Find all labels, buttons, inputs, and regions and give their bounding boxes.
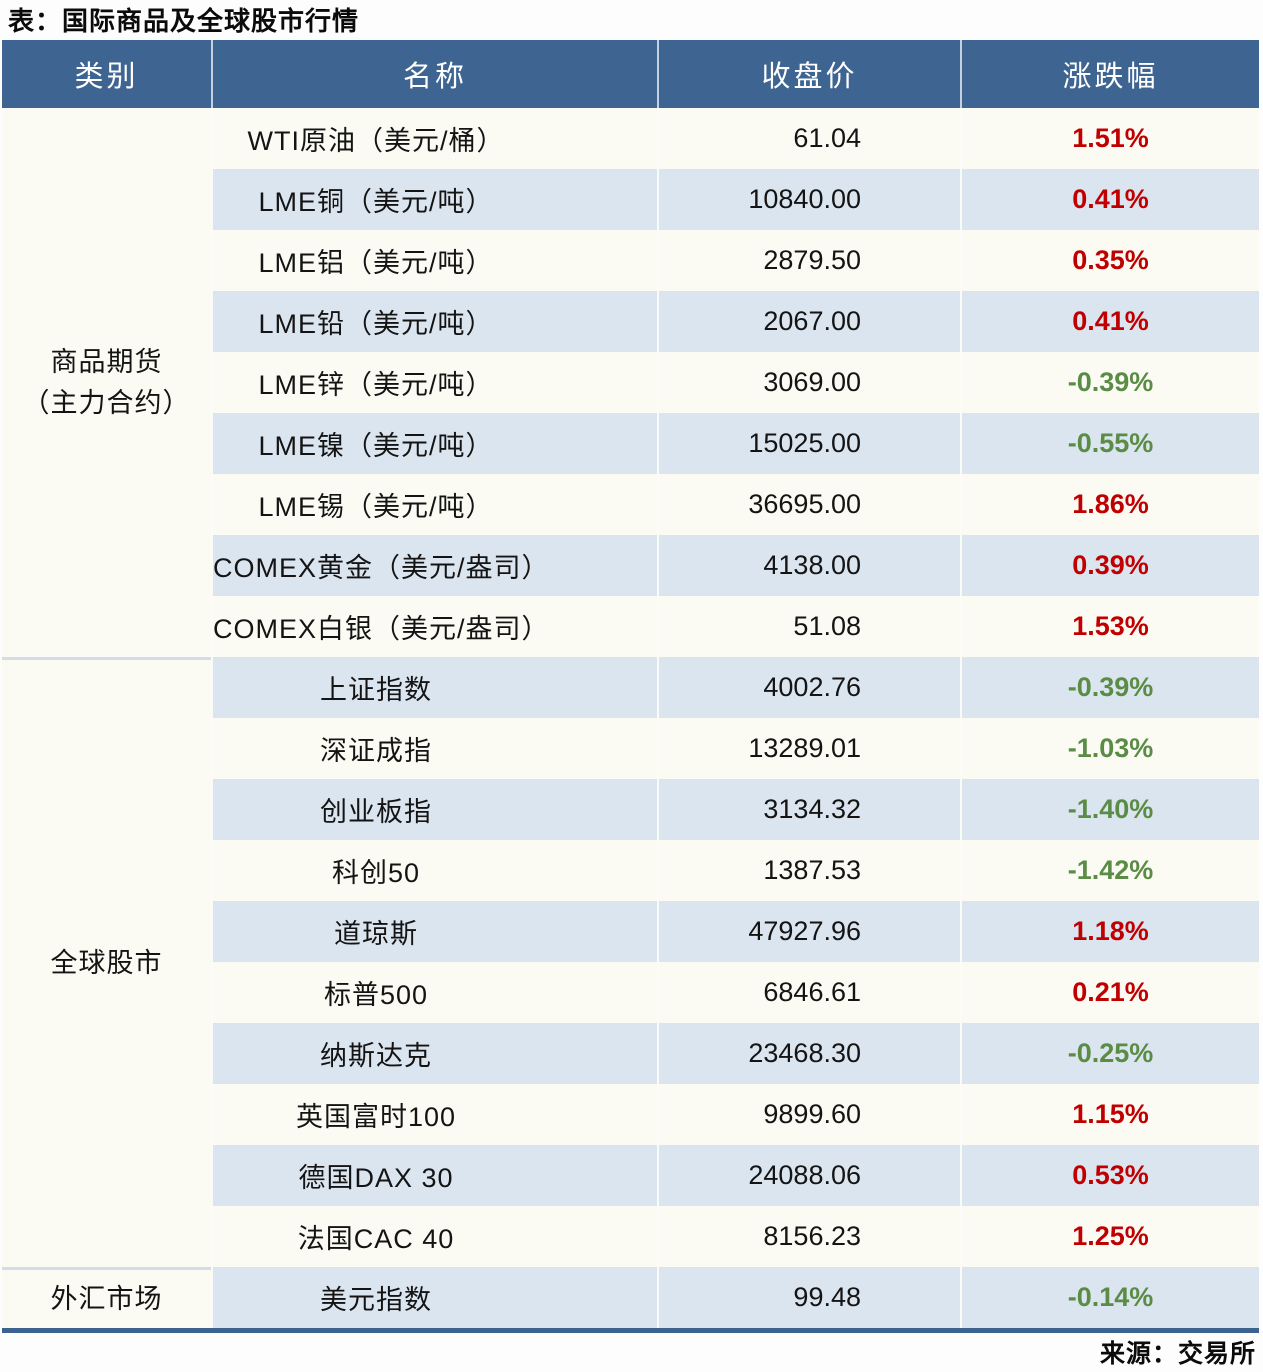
change-percent: 0.35% xyxy=(960,230,1259,291)
table-row: 美元指数 99.48 -0.14% xyxy=(211,1267,1259,1328)
close-price: 10840.00 xyxy=(657,169,960,230)
change-percent: 1.25% xyxy=(960,1206,1259,1267)
table-row: 科创50 1387.53 -1.42% xyxy=(211,840,1259,901)
table-row: 英国富时100 9899.60 1.15% xyxy=(211,1084,1259,1145)
instrument-name: 英国富时100 xyxy=(211,1084,657,1145)
close-price: 36695.00 xyxy=(657,474,960,535)
change-percent: -1.03% xyxy=(960,718,1259,779)
category-label-line: 外汇市场 xyxy=(50,1283,163,1314)
change-percent: -0.55% xyxy=(960,413,1259,474)
source-note: 来源：交易所 xyxy=(1099,1340,1256,1368)
instrument-name: LME锡（美元/吨） xyxy=(211,474,657,535)
change-percent: 0.21% xyxy=(960,962,1259,1023)
change-percent: -0.39% xyxy=(960,657,1259,718)
category-cell: 外汇市场 xyxy=(2,1267,211,1328)
instrument-name: COMEX黄金（美元/盎司） xyxy=(211,535,657,596)
instrument-name: 美元指数 xyxy=(211,1267,657,1328)
table-row: 德国DAX 30 24088.06 0.53% xyxy=(211,1145,1259,1206)
close-price: 61.04 xyxy=(657,108,960,169)
close-price: 4002.76 xyxy=(657,657,960,718)
instrument-name: LME铜（美元/吨） xyxy=(211,169,657,230)
category-label-line: 全球股市 xyxy=(50,948,163,979)
close-price: 2879.50 xyxy=(657,230,960,291)
close-price: 8156.23 xyxy=(657,1206,960,1267)
close-price: 13289.01 xyxy=(657,718,960,779)
category-label-line: 商品期货 xyxy=(50,347,163,377)
instrument-name: WTI原油（美元/桶） xyxy=(211,108,657,169)
close-price: 3134.32 xyxy=(657,779,960,840)
close-price: 3069.00 xyxy=(657,352,960,413)
table-row: 道琼斯 47927.96 1.18% xyxy=(211,901,1259,962)
category-column: 商品期货 （主力合约） 全球股市外汇市场 xyxy=(2,108,211,1328)
change-percent: -0.39% xyxy=(960,352,1259,413)
change-percent: -1.40% xyxy=(960,779,1259,840)
table-header-row: 类别 名称 收盘价 涨跌幅 xyxy=(2,40,1259,108)
table-row: WTI原油（美元/桶） 61.04 1.51% xyxy=(211,108,1259,169)
instrument-name: 上证指数 xyxy=(211,657,657,718)
change-percent: 1.86% xyxy=(960,474,1259,535)
close-price: 23468.30 xyxy=(657,1023,960,1084)
table-row: LME镍（美元/吨） 15025.00 -0.55% xyxy=(211,413,1259,474)
close-price: 99.48 xyxy=(657,1267,960,1328)
header-name: 名称 xyxy=(211,40,657,108)
close-price: 15025.00 xyxy=(657,413,960,474)
header-change: 涨跌幅 xyxy=(960,40,1259,108)
instrument-name: 科创50 xyxy=(211,840,657,901)
header-close: 收盘价 xyxy=(657,40,960,108)
table-row: 法国CAC 40 8156.23 1.25% xyxy=(211,1206,1259,1267)
category-label-line: （主力合约） xyxy=(22,387,191,418)
close-price: 6846.61 xyxy=(657,962,960,1023)
market-table: 类别 名称 收盘价 涨跌幅 商品期货 （主力合约） 全球股市外汇市场 WTI原油（美… xyxy=(2,40,1259,1333)
close-price: 51.08 xyxy=(657,596,960,657)
instrument-name: 道琼斯 xyxy=(211,901,657,962)
change-percent: -0.25% xyxy=(960,1023,1259,1084)
instrument-name: 标普500 xyxy=(211,962,657,1023)
table-body: 商品期货 （主力合约） 全球股市外汇市场 WTI原油（美元/桶） 61.04 1.51%… xyxy=(2,108,1259,1328)
instrument-name: 深证成指 xyxy=(211,718,657,779)
table-row: LME铝（美元/吨） 2879.50 0.35% xyxy=(211,230,1259,291)
instrument-name: COMEX白银（美元/盎司） xyxy=(211,596,657,657)
page-title: 表：国际商品及全球股市行情 xyxy=(8,6,360,36)
table-row: 上证指数 4002.76 -0.39% xyxy=(211,657,1259,718)
close-price: 1387.53 xyxy=(657,840,960,901)
category-cell: 全球股市 xyxy=(2,657,211,1267)
close-price: 2067.00 xyxy=(657,291,960,352)
instrument-name: LME铝（美元/吨） xyxy=(211,230,657,291)
change-percent: 0.39% xyxy=(960,535,1259,596)
change-percent: -0.14% xyxy=(960,1267,1259,1328)
change-percent: 1.18% xyxy=(960,901,1259,962)
table-row: COMEX白银（美元/盎司） 51.08 1.53% xyxy=(211,596,1259,657)
table-row: COMEX黄金（美元/盎司） 4138.00 0.39% xyxy=(211,535,1259,596)
change-percent: 0.41% xyxy=(960,291,1259,352)
table-row: LME铜（美元/吨） 10840.00 0.41% xyxy=(211,169,1259,230)
instrument-name: LME铅（美元/吨） xyxy=(211,291,657,352)
data-rows-column: WTI原油（美元/桶） 61.04 1.51% LME铜（美元/吨） 10840.00 0… xyxy=(211,108,1259,1328)
change-percent: 1.15% xyxy=(960,1084,1259,1145)
instrument-name: LME锌（美元/吨） xyxy=(211,352,657,413)
instrument-name: 纳斯达克 xyxy=(211,1023,657,1084)
close-price: 24088.06 xyxy=(657,1145,960,1206)
change-percent: -1.42% xyxy=(960,840,1259,901)
table-row: LME锌（美元/吨） 3069.00 -0.39% xyxy=(211,352,1259,413)
header-category: 类别 xyxy=(74,61,139,93)
table-row: 深证成指 13289.01 -1.03% xyxy=(211,718,1259,779)
close-price: 9899.60 xyxy=(657,1084,960,1145)
instrument-name: 创业板指 xyxy=(211,779,657,840)
instrument-name: LME镍（美元/吨） xyxy=(211,413,657,474)
change-percent: 1.51% xyxy=(960,108,1259,169)
table-row: LME锡（美元/吨） 36695.00 1.86% xyxy=(211,474,1259,535)
close-price: 4138.00 xyxy=(657,535,960,596)
change-percent: 1.53% xyxy=(960,596,1259,657)
category-cell: 商品期货 （主力合约） xyxy=(2,108,211,657)
instrument-name: 法国CAC 40 xyxy=(211,1206,657,1267)
change-percent: 0.53% xyxy=(960,1145,1259,1206)
instrument-name: 德国DAX 30 xyxy=(211,1145,657,1206)
close-price: 47927.96 xyxy=(657,901,960,962)
table-row: 创业板指 3134.32 -1.40% xyxy=(211,779,1259,840)
table-row: 纳斯达克 23468.30 -0.25% xyxy=(211,1023,1259,1084)
table-row: LME铅（美元/吨） 2067.00 0.41% xyxy=(211,291,1259,352)
table-row: 标普500 6846.61 0.21% xyxy=(211,962,1259,1023)
change-percent: 0.41% xyxy=(960,169,1259,230)
